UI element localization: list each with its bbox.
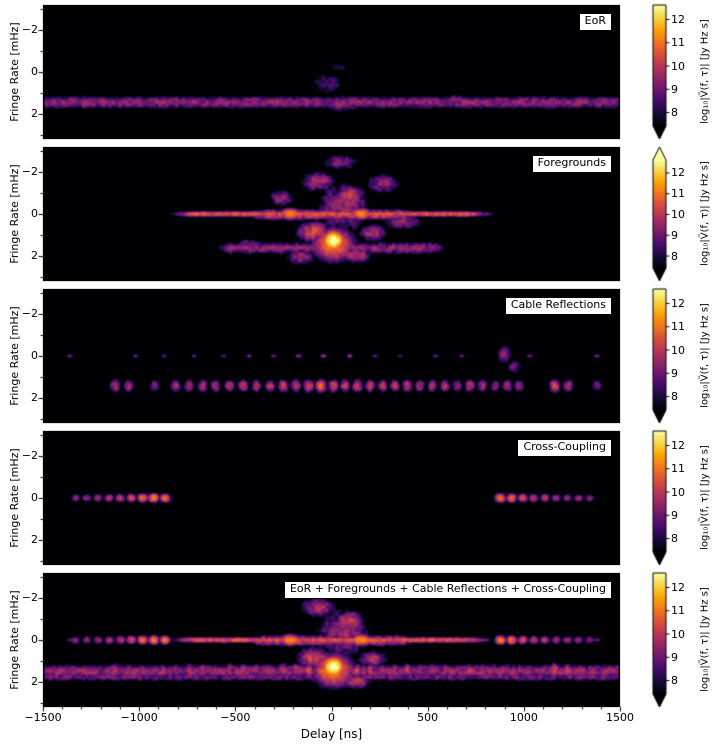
panel-label-cross-coupling: Cross-Coupling [517,439,612,457]
panel-label-eor: EoR [578,13,612,31]
y-tick-label: 2 [31,391,38,404]
colorbar-tick-label: 11 [671,604,685,618]
panel-foregrounds: Fringe Rate [mHz] Foregrounds log₁₀|Ṽ(f… [0,147,720,281]
x-tick-label: −1500 [24,711,62,724]
x-tick-label: −500 [220,711,251,724]
colorbar-tick-label: 10 [671,627,685,641]
colorbar-tick-label: 10 [671,208,685,221]
x-tick-label: 0 [328,711,335,724]
y-tick-label: 0 [31,633,38,646]
panel-sum: Fringe Rate [mHz] EoR + Foregrounds + Ca… [0,573,720,707]
panel-cross-coupling: Fringe Rate [mHz] Cross-Coupling log₁₀|V… [0,431,720,565]
y-tick-label: 0 [31,349,38,362]
y-tick-label: 0 [31,65,38,78]
colorbar-tick-label: 9 [671,82,678,96]
y-tick-label: 2 [31,107,38,120]
heatmap-eor [43,5,620,139]
x-tick-label: 500 [417,711,439,724]
x-tick-label: 1500 [606,711,634,724]
panel-label-cable-reflections: Cable Reflections [504,297,612,315]
colorbar-tick-label: 12 [671,296,685,310]
colorbar-label: log₁₀|Ṽ(f, τ)| [Jy Hz s] [699,161,711,266]
x-axis-label: Delay [ns] [300,727,363,741]
panel-label-sum: EoR + Foregrounds + Cable Reflections + … [283,581,612,599]
x-tick-label: −1000 [120,711,158,724]
y-tick-label: 2 [31,533,38,546]
colorbar-tick-label: 8 [671,532,678,546]
colorbar-tick-label: 12 [671,580,685,594]
y-tick-label: −2 [21,449,38,462]
colorbar-tick-label: 11 [671,320,685,334]
colorbar-tick-label: 11 [671,187,685,201]
colorbar-tick-label: 8 [671,249,678,263]
y-tick-label: 2 [31,249,38,262]
y-tick-label: −2 [21,591,38,604]
colorbar-label: log₁₀|Ṽ(f, τ)| [Jy Hz s] [699,19,711,124]
colorbar-label: log₁₀|Ṽ(f, τ)| [Jy Hz s] [699,445,711,550]
x-tick-labels: −1500 −1000 −500 0 500 1000 1500 [0,711,720,725]
y-tick-label: 2 [31,675,38,688]
colorbar-tick-label: 10 [671,59,685,73]
colorbar-label: log₁₀|Ṽ(f, τ)| [Jy Hz s] [699,303,711,408]
panel-cable-reflections: Fringe Rate [mHz] Cable Reflections log₁… [0,289,720,423]
y-tick-label: 0 [31,491,38,504]
colorbar-tick-label: 9 [671,650,678,664]
panel-eor: Fringe Rate [mHz] EoR log₁₀|Ṽ(f, τ)| [J… [0,5,720,139]
colorbar-tick-label: 11 [671,462,685,476]
y-tick-label: −2 [21,307,38,320]
colorbar-tick-label: 11 [671,36,685,50]
y-tick-label: −2 [21,165,38,178]
y-tick-label: −2 [21,23,38,36]
y-tick-label: 0 [31,207,38,220]
colorbar-tick-label: 10 [671,343,685,357]
colorbar-tick-label: 9 [671,366,678,380]
colorbar-label: log₁₀|Ṽ(f, τ)| [Jy Hz s] [699,587,711,692]
colorbar-tick-label: 8 [671,674,678,688]
colorbar-tick-label: 9 [671,228,678,242]
colorbar-tick-label: 9 [671,508,678,522]
colorbar-tick-label: 10 [671,485,685,499]
panel-label-foregrounds: Foregrounds [531,155,612,173]
colorbar-tick-label: 8 [671,106,678,120]
colorbar-tick-label: 8 [671,390,678,404]
colorbar-tick-label: 12 [671,166,685,180]
x-tick-label: 1000 [509,711,538,724]
colorbar-tick-label: 12 [671,12,685,26]
colorbar-tick-label: 12 [671,438,685,452]
